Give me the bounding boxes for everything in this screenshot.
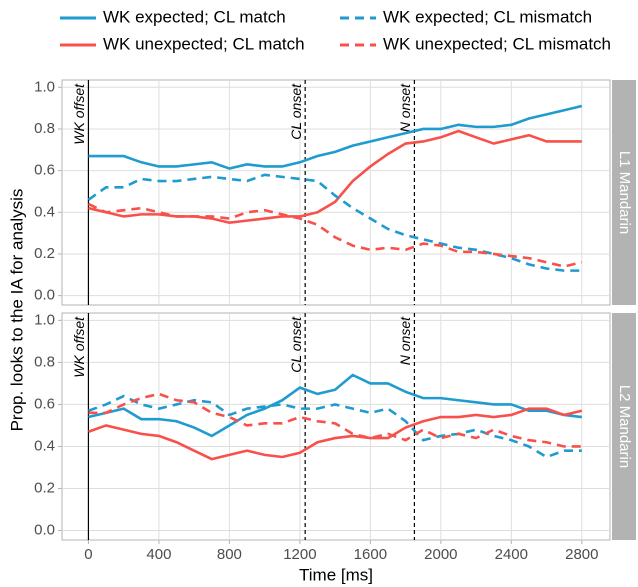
x-tick-label: 1600 — [354, 546, 387, 563]
x-tick-label: 2000 — [424, 546, 457, 563]
y-tick-label: 0.2 — [34, 479, 55, 496]
strip-label: L1 Mandarin — [616, 151, 633, 234]
strip — [612, 313, 636, 540]
x-tick-label: 2400 — [495, 546, 528, 563]
x-tick-label: 800 — [217, 546, 242, 563]
panel — [61, 312, 611, 541]
y-tick-label: 0.0 — [34, 522, 55, 539]
panel — [61, 79, 611, 306]
strip-label: L2 Mandarin — [616, 385, 633, 468]
x-tick-label: 0 — [84, 546, 92, 563]
y-axis-label: Prop. looks to the IA for analysis — [7, 189, 26, 432]
legend-label: WK expected; CL mismatch — [383, 7, 592, 26]
series-line — [87, 202, 583, 268]
x-axis-label: Time [ms] — [299, 565, 373, 584]
series-line — [88, 373, 582, 438]
series-line — [87, 394, 582, 459]
annotation-label: WK offset — [71, 83, 87, 145]
series-line — [87, 407, 583, 461]
y-tick-label: 0.4 — [34, 437, 55, 454]
annotation-label: CL onset — [288, 83, 304, 140]
annotation-label: N onset — [397, 316, 413, 365]
y-tick-label: 0.4 — [34, 203, 55, 220]
y-tick-label: 0.6 — [34, 162, 55, 179]
legend-label: WK unexpected; CL mismatch — [383, 34, 611, 53]
y-tick-label: 1.0 — [34, 311, 55, 328]
series-line — [88, 392, 582, 448]
series-line — [88, 129, 582, 225]
annotation-label: CL onset — [288, 316, 304, 373]
y-tick-label: 0.6 — [34, 395, 55, 412]
x-tick-label: 1200 — [283, 546, 316, 563]
legend-label: WK unexpected; CL match — [103, 34, 305, 53]
y-tick-label: 1.0 — [34, 78, 55, 95]
x-tick-label: 2800 — [565, 546, 598, 563]
x-tick-label: 400 — [146, 546, 171, 563]
y-tick-label: 0.0 — [34, 287, 55, 304]
y-tick-label: 0.8 — [34, 353, 55, 370]
series-line — [88, 104, 583, 170]
legend-label: WK expected; CL match — [103, 7, 286, 26]
y-tick-label: 0.2 — [34, 245, 55, 262]
annotation-label: WK offset — [71, 316, 87, 378]
annotation-label: N onset — [397, 83, 413, 132]
strip — [612, 80, 636, 305]
y-tick-label: 0.8 — [34, 120, 55, 137]
